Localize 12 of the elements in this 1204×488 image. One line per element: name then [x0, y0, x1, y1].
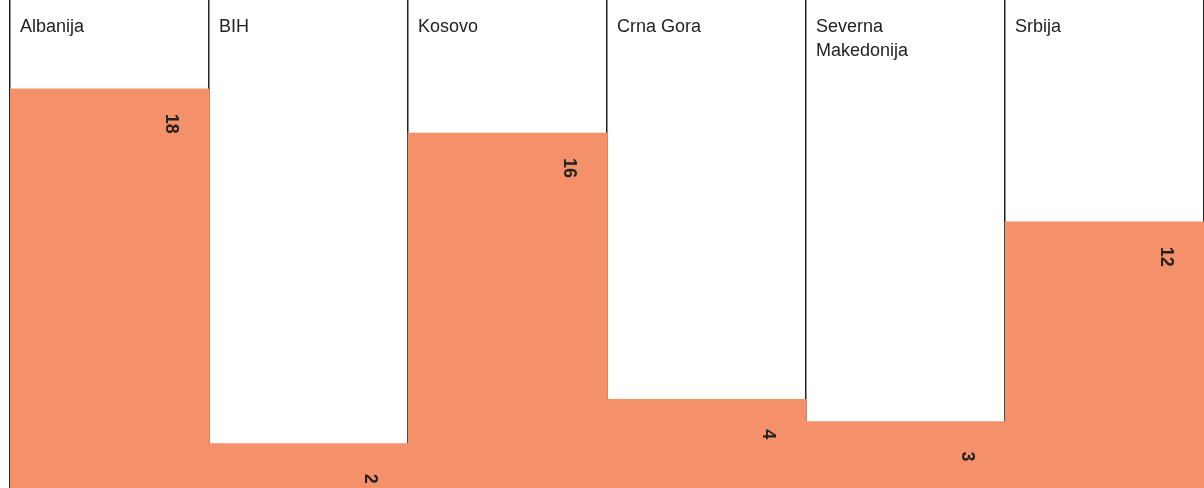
data-label: 12	[1157, 246, 1178, 267]
data-label: 18	[162, 113, 183, 134]
data-label: 4	[759, 429, 780, 440]
data-label: 3	[958, 451, 979, 462]
x-tick-label: BIH	[219, 15, 250, 36]
data-label: 2	[361, 473, 382, 484]
x-tick-label: Albanija	[20, 15, 86, 36]
data-label: 16	[560, 158, 581, 179]
x-tick-label: Srbija	[1015, 15, 1063, 36]
x-tick-label: Crna Gora	[617, 15, 703, 36]
x-tick-label: Severna Makedonija	[816, 15, 910, 60]
x-tick-label: Kosovo	[418, 15, 479, 36]
